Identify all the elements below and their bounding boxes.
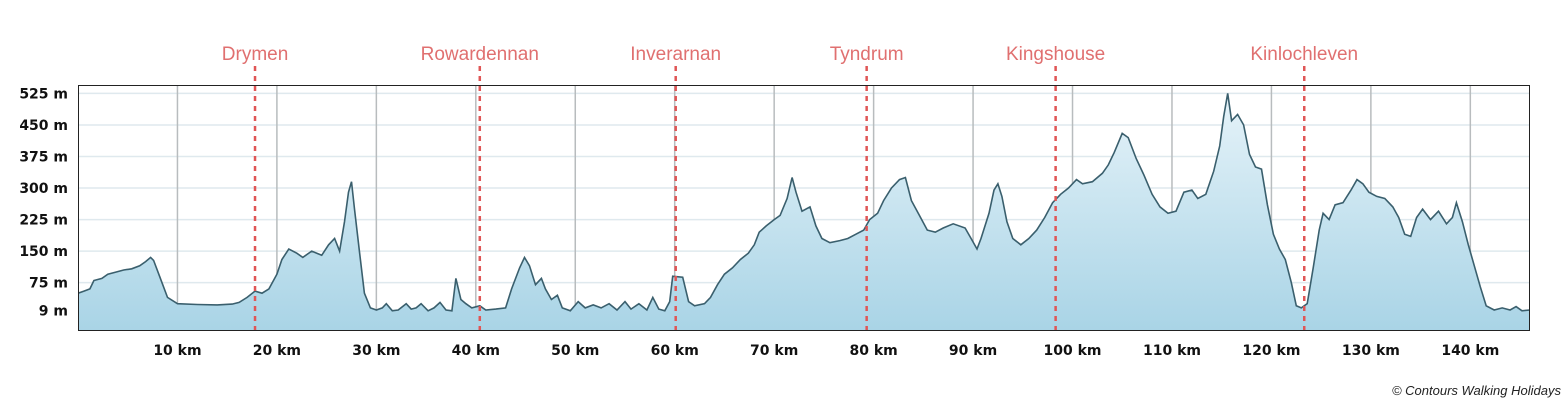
elevation-line [78,93,1530,312]
y-tick-label: 150 m [19,244,68,260]
town-label: Kinlochleven [1250,44,1358,65]
town-markers: Drymen Rowardennan Inverarnan Tyndrum Kingsh… [222,44,1358,331]
x-tick-label: 10 km [153,343,201,359]
town-label: Tyndrum [830,44,904,65]
x-tick-label: 80 km [849,343,897,359]
y-tick-label: 300 m [19,181,68,197]
x-tick-label: 40 km [452,343,500,359]
x-tick-label: 50 km [551,343,599,359]
x-tick-label: 120 km [1242,343,1300,359]
x-axis-labels: 10 km 20 km 30 km 40 km 50 km 60 km 70 km 80 km… [153,343,1499,359]
y-tick-label: 375 m [19,149,68,165]
town-label: Kingshouse [1006,44,1105,65]
elevation-area [78,93,1530,331]
copyright-credit: © Contours Walking Holidays [1391,383,1561,398]
y-tick-label: 9 m [39,303,68,319]
x-tick-label: 90 km [949,343,997,359]
y-tick-label: 525 m [19,86,68,102]
x-tick-label: 140 km [1441,343,1499,359]
y-tick-label: 450 m [19,118,68,134]
y-tick-label: 225 m [19,213,68,229]
x-tick-label: 30 km [352,343,400,359]
y-axis-labels: 9 m 75 m 150 m 225 m 300 m 375 m 450 m 525 m [19,86,68,319]
town-label: Drymen [222,44,289,65]
x-tick-label: 100 km [1044,343,1102,359]
x-tick-label: 130 km [1342,343,1400,359]
town-label: Inverarnan [630,44,721,65]
x-tick-label: 110 km [1143,343,1201,359]
x-tick-label: 20 km [253,343,301,359]
x-tick-label: 70 km [750,343,798,359]
plot-border [78,85,1530,331]
y-tick-label: 75 m [29,276,68,292]
x-tick-label: 60 km [651,343,699,359]
town-label: Rowardennan [421,44,539,65]
